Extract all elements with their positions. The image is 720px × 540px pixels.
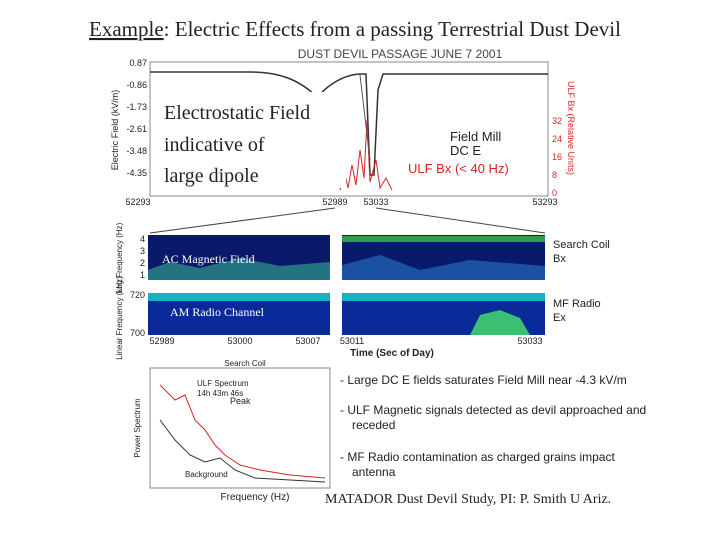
y2-tick-label: 8: [552, 170, 557, 180]
y2-tick-label: 16: [552, 152, 562, 162]
callout-box: [158, 92, 346, 188]
y2-tick-label: 24: [552, 134, 562, 144]
y-tick-label: -0.86: [126, 80, 147, 90]
zoom-line: [149, 207, 336, 234]
background-curve: [159, 419, 326, 483]
ulf-curve: [339, 119, 393, 191]
legend-text: DC E: [450, 143, 481, 158]
bullet: antenna: [352, 465, 396, 479]
y-axis-label: Electric Field (kV/m): [110, 90, 120, 171]
annotation: Background: [185, 470, 228, 479]
panel-label: Ex: [553, 312, 566, 324]
x-tick-label: 53033: [517, 336, 542, 346]
y-tick-label: 4: [140, 234, 145, 244]
bullet: - MF Radio contamination as charged grai…: [340, 450, 615, 464]
y-tick-label: 1: [140, 270, 145, 280]
annotation: 14h 43m 46s: [197, 389, 243, 398]
legend-text: Field Mill: [450, 129, 501, 144]
y2-tick-label: 32: [552, 116, 562, 126]
annotation: Peak: [230, 396, 251, 406]
y-tick-label: -4.35: [126, 168, 147, 178]
x-tick-label: 53293: [532, 197, 557, 207]
callout-text: AM Radio Channel: [170, 305, 265, 319]
x-tick-label: 53011: [340, 336, 364, 346]
panel-label: Bx: [553, 253, 566, 265]
spectrogram-band: [342, 293, 545, 301]
spectrum-title: Search Coil: [224, 359, 266, 368]
x-tick-label: 52293: [125, 197, 150, 207]
y-axis-label: Power Spectrum: [133, 398, 142, 457]
y-tick-label: 0.87: [129, 58, 147, 68]
spectrum-frame: [149, 367, 331, 489]
x-tick-label: 53033: [363, 197, 388, 207]
pointer-line: [359, 74, 371, 161]
y2-tick-label: 0: [552, 188, 557, 198]
spectrogram-band: [470, 310, 530, 335]
spectrogram-band: [148, 293, 330, 301]
title-rest: : Electric Effects from a passing Terres…: [164, 17, 621, 41]
panel-label: Search Coil: [553, 239, 610, 251]
spectrograms: [148, 235, 545, 335]
y-tick-label: -2.61: [126, 124, 147, 134]
y-axis-label: Log Frequency (Hz): [115, 222, 124, 293]
y-tick-label: -3.48: [126, 146, 147, 156]
bullet: - Large DC E fields saturates Field Mill…: [340, 373, 627, 387]
y-tick-label: 720: [130, 290, 145, 300]
y-tick-label: 2: [140, 258, 145, 268]
x-axis-label: Frequency (Hz): [221, 492, 290, 503]
bullet: - ULF Magnetic signals detected as devil…: [340, 403, 646, 417]
spectrogram-band: [342, 236, 545, 242]
slide-title: Example: Electric Effects from a passing…: [89, 17, 621, 41]
x-tick-label: 52989: [322, 197, 347, 207]
callout-text: large dipole: [164, 165, 259, 187]
callout-text: AC Magnetic Field: [162, 252, 255, 266]
callout-text: indicative of: [164, 134, 265, 156]
y-tick-label: -1.73: [126, 102, 147, 112]
y2-axis-label: ULF Bx (Relative Units): [566, 81, 576, 175]
peak-curve: [159, 384, 326, 479]
bullet: receded: [352, 418, 395, 432]
x-tick-label: 53007: [295, 336, 320, 346]
zoom-line: [375, 207, 546, 234]
footer: MATADOR Dust Devil Study, PI: P. Smith U…: [325, 492, 611, 507]
annotation: ULF Spectrum: [197, 379, 249, 388]
y-axis-label: Linear Frequency (kHz): [115, 276, 124, 360]
title-lead: Example: [89, 17, 164, 41]
spectrogram-band: [342, 255, 545, 280]
spectrogram-band: [148, 258, 330, 280]
plot-title: DUST DEVIL PASSAGE JUNE 7 2001: [298, 47, 503, 61]
panel-label: MF Radio: [553, 298, 601, 310]
x-axis-label: Time (Sec of Day): [350, 348, 434, 359]
y-tick-label: 3: [140, 246, 145, 256]
x-tick-label: 53000: [227, 336, 252, 346]
y-tick-label: 700: [130, 328, 145, 338]
x-tick-label: 52989: [149, 336, 174, 346]
legend-text: ULF Bx (< 40 Hz): [408, 161, 509, 176]
callout-text: Electrostatic Field: [164, 102, 310, 124]
